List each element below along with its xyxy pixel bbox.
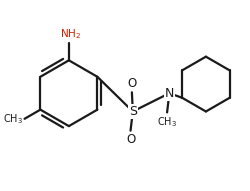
Text: CH$_3$: CH$_3$ <box>3 112 23 126</box>
Text: O: O <box>126 134 135 146</box>
Text: N: N <box>165 87 174 100</box>
Text: CH$_3$: CH$_3$ <box>157 115 177 129</box>
Text: NH$_2$: NH$_2$ <box>60 27 81 41</box>
Text: S: S <box>129 105 137 118</box>
Text: O: O <box>127 77 136 90</box>
